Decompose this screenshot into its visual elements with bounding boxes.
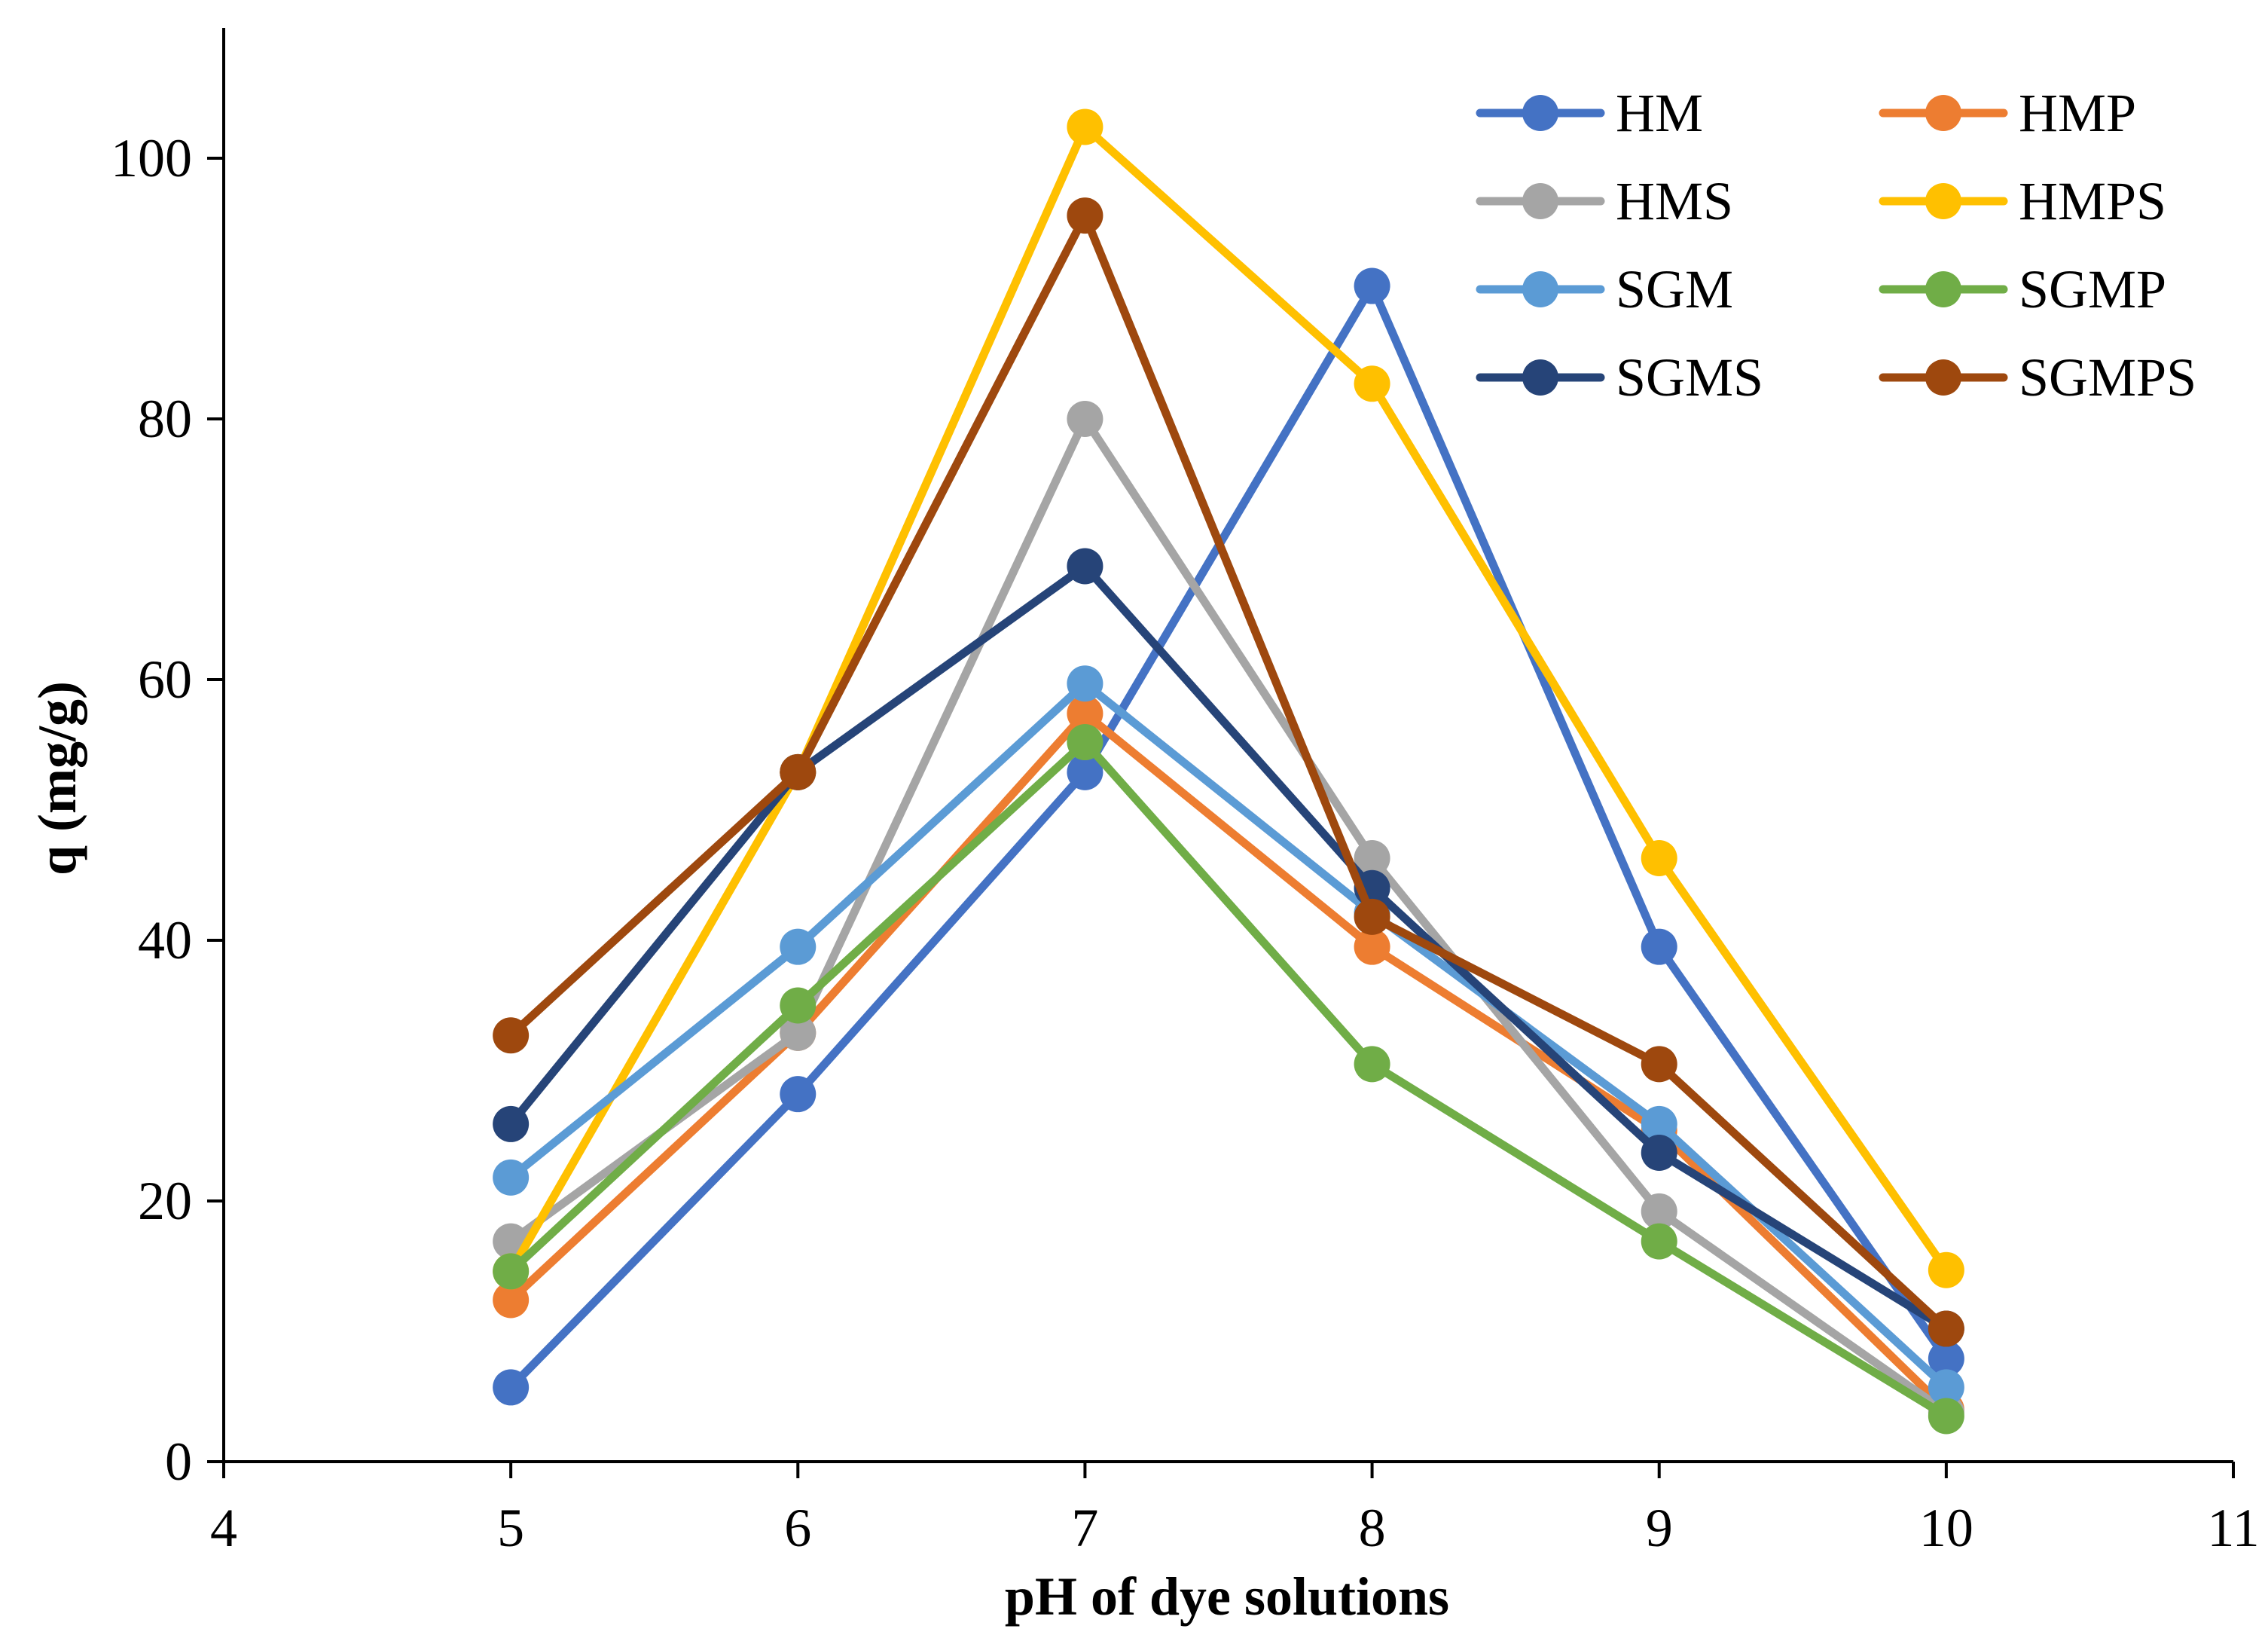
series-line-sgms: [506, 562, 1951, 1333]
legend-marker-sgm: [1522, 271, 1558, 307]
legend-marker-hms: [1522, 183, 1558, 219]
legend-item-hmp: HMP: [1879, 83, 2136, 143]
data-point-hms: [1067, 401, 1103, 437]
data-point-hm: [1928, 1340, 1964, 1377]
data-point-hm: [1067, 753, 1103, 790]
series-sgmps: [493, 197, 1964, 1347]
axes: 0 20 40 60 80 100 4 5 6 7 8 9 10 11: [111, 28, 2260, 1558]
data-point-hmps: [1641, 840, 1677, 877]
y-tick-label: 40: [138, 910, 192, 970]
legend-marker-hmps: [1925, 183, 1961, 219]
data-point-hms: [780, 1014, 817, 1051]
legend-label-sgmps: SGMPS: [2019, 347, 2196, 408]
legend-item-sgms: SGMS: [1476, 347, 1763, 408]
legend-item-hm: HM: [1476, 83, 1703, 143]
data-point-hmp: [1067, 695, 1103, 732]
y-tick-label: 0: [165, 1432, 192, 1492]
legend-marker-sgmp: [1925, 271, 1961, 307]
legend-label-sgmp: SGMP: [2019, 259, 2166, 319]
series-line-hm: [506, 282, 1951, 1392]
data-point-sgmps: [1067, 197, 1103, 234]
series-line-sgmp: [506, 738, 1951, 1420]
data-point-sgmps: [780, 753, 817, 790]
data-point-hmp: [493, 1282, 530, 1319]
data-point-sgms: [493, 1105, 530, 1142]
y-tick-label: 20: [138, 1171, 192, 1231]
x-tick-label: 5: [497, 1498, 524, 1558]
x-tick-label: 7: [1071, 1498, 1098, 1558]
legend-label-hmps: HMPS: [2019, 171, 2166, 231]
legend-marker-sgmps: [1925, 359, 1961, 396]
legend-item-hms: HMS: [1476, 171, 1733, 231]
series-line-sgmps: [506, 211, 1951, 1333]
data-point-hmps: [1354, 365, 1390, 402]
data-point-hm: [1354, 267, 1390, 304]
y-tick-label: 60: [138, 649, 192, 710]
x-tick-label: 9: [1646, 1498, 1673, 1558]
x-tick-label: 8: [1359, 1498, 1386, 1558]
data-point-sgmps: [1641, 1046, 1677, 1083]
x-axis-title: pH of dye solutions: [1005, 1566, 1449, 1627]
data-point-sgmp: [1067, 724, 1103, 761]
data-point-sgm: [493, 1159, 530, 1196]
legend-item-sgm: SGM: [1476, 259, 1733, 319]
data-point-hms: [1354, 840, 1390, 877]
series-line-hmps: [506, 123, 1951, 1276]
data-point-sgm: [1067, 665, 1103, 702]
series-sgms: [493, 548, 1964, 1347]
legend-item-sgmps: SGMPS: [1879, 347, 2196, 408]
legend-marker-sgms: [1522, 359, 1558, 396]
data-point-sgmps: [1928, 1310, 1964, 1347]
y-axis-title: q (mg/g): [27, 681, 87, 875]
data-point-hmps: [1067, 108, 1103, 145]
data-point-hm: [493, 1369, 530, 1406]
data-point-hmps: [1928, 1251, 1964, 1288]
data-point-sgmp: [493, 1253, 530, 1290]
legend-label-hm: HM: [1616, 83, 1703, 143]
y-tick-label: 100: [111, 128, 192, 188]
y-tick-label: 80: [138, 389, 192, 449]
x-tick-label: 10: [1919, 1498, 1973, 1558]
legend-label-sgm: SGM: [1616, 259, 1733, 319]
x-tick-label: 6: [784, 1498, 811, 1558]
series-hm: [493, 267, 1964, 1406]
legend-label-hmp: HMP: [2019, 83, 2136, 143]
x-tick-label: 4: [210, 1498, 237, 1558]
data-point-sgms: [1067, 548, 1103, 585]
data-point-sgmp: [1354, 1046, 1390, 1083]
series-line-hms: [506, 414, 1951, 1416]
data-point-sgmp: [1641, 1223, 1677, 1260]
data-point-sgmps: [493, 1017, 530, 1054]
legend-marker-hm: [1522, 95, 1558, 131]
legend-label-sgms: SGMS: [1616, 347, 1763, 408]
series-line-hmp: [506, 709, 1951, 1414]
legend-item-sgmp: SGMP: [1879, 259, 2166, 319]
data-point-sgm: [780, 928, 817, 965]
data-point-sgm: [1928, 1369, 1964, 1406]
data-point-hm: [780, 1076, 817, 1113]
data-point-sgmps: [1354, 898, 1390, 935]
data-point-hm: [1641, 928, 1677, 965]
series-sgmp: [493, 724, 1964, 1435]
series-layer: [493, 108, 1964, 1435]
data-point-sgms: [1641, 1134, 1677, 1171]
data-point-sgm: [1641, 1105, 1677, 1142]
legend: HM HMP HMS HMPS SGM SGMP SGMS SGMPS: [1476, 83, 2196, 408]
data-point-sgmp: [1928, 1398, 1964, 1435]
data-point-hms: [1641, 1193, 1677, 1230]
data-point-hmp: [1354, 928, 1390, 965]
series-line-sgm: [506, 679, 1951, 1392]
legend-marker-hmp: [1925, 95, 1961, 131]
x-tick-label: 11: [2207, 1498, 2259, 1558]
data-point-sgmp: [780, 987, 817, 1024]
legend-item-hmps: HMPS: [1879, 171, 2166, 231]
legend-label-hms: HMS: [1616, 171, 1733, 231]
